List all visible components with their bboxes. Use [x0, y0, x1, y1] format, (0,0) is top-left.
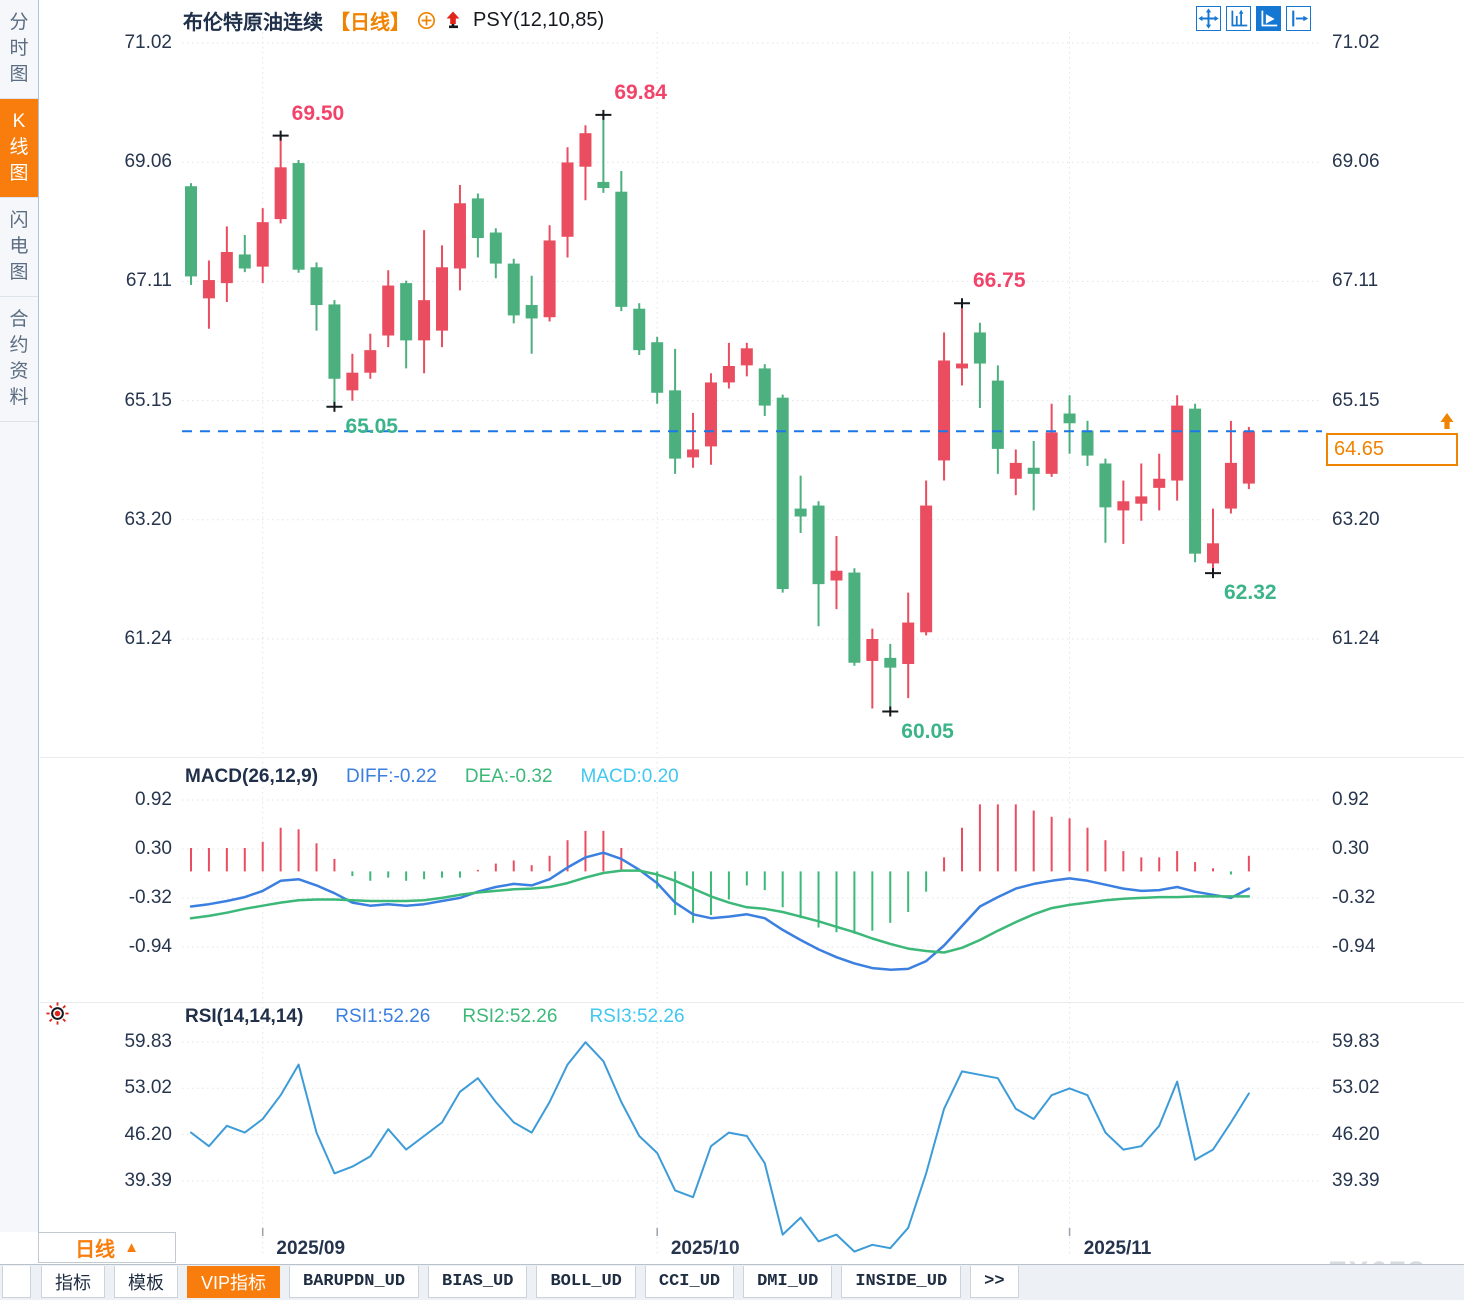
sidebar-item-contract-info[interactable]: 合约资料 [0, 297, 38, 422]
sidebar-item-label: K线图 [9, 111, 29, 184]
price-up-arrow-icon [1437, 411, 1457, 436]
macd-header: MACD(26,12,9) DIFF:-0.22 DEA:-0.32 MACD:… [185, 766, 679, 788]
indicator-label: PSY(12,10,85) [473, 8, 605, 31]
rsi2-value: RSI2:52.26 [462, 1006, 558, 1027]
chart-scale-icon[interactable] [1256, 6, 1281, 31]
sun-indicator-icon[interactable] [45, 1001, 70, 1031]
triangle-up-icon: ▲ [124, 1239, 139, 1256]
period-selector[interactable]: 日线 ▲ [38, 1232, 176, 1263]
crosshair-move-icon[interactable] [1196, 6, 1221, 31]
rsi1-value: RSI1:52.26 [335, 1006, 431, 1027]
tab-indicators[interactable]: 指标 [41, 1266, 105, 1298]
tab-barupdn-ud[interactable]: BARUPDN_UD [289, 1266, 420, 1298]
axis-range-icon[interactable] [1226, 6, 1251, 31]
current-price-value: 64.65 [1334, 438, 1385, 460]
tabbar-spacer [2, 1266, 31, 1298]
macd-title: MACD(26,12,9) [185, 766, 319, 787]
tab-cci-ud[interactable]: CCI_UD [644, 1266, 735, 1298]
sidebar: 分时图 K线图 闪电图 合约资料 [0, 0, 39, 1232]
current-price-box: 64.65 [1326, 433, 1458, 466]
tab-dmi-ud[interactable]: DMI_UD [743, 1266, 833, 1298]
rsi-header: RSI(14,14,14) RSI1:52.26 RSI2:52.26 RSI3… [185, 1006, 685, 1028]
sidebar-item-lightning-chart[interactable]: 闪电图 [0, 198, 38, 297]
symbol-title: 布伦特原油连续 [183, 11, 323, 34]
jump-to-latest-icon[interactable] [1286, 6, 1311, 31]
period-selector-label: 日线 [75, 1239, 116, 1261]
rsi-title: RSI(14,14,14) [185, 1006, 304, 1027]
tab-bias-ud[interactable]: BIAS_UD [428, 1266, 528, 1298]
indicator-tabbar: 指标 模板 VIP指标 BARUPDN_UD BIAS_UD BOLL_UD C… [0, 1264, 1464, 1300]
sidebar-item-label: 分时图 [9, 12, 29, 85]
sidebar-item-kline-chart[interactable]: K线图 [0, 99, 38, 198]
period-label[interactable]: 【日线】 [330, 11, 410, 34]
red-up-arrow-icon [443, 11, 463, 30]
sidebar-item-timeshare-chart[interactable]: 分时图 [0, 0, 38, 99]
chart-toolbar [1196, 6, 1311, 31]
macd-diff-value: DIFF:-0.22 [346, 766, 437, 787]
sidebar-item-label: 合约资料 [9, 309, 29, 408]
tab-more[interactable]: >> [970, 1266, 1019, 1298]
macd-dea-value: DEA:-0.32 [464, 766, 553, 787]
chart-header: 布伦特原油连续 【日线】 PSY(12,10,85) [183, 5, 604, 35]
circle-plus-icon[interactable] [417, 11, 436, 30]
macd-value: MACD:0.20 [580, 766, 679, 787]
tab-inside-ud[interactable]: INSIDE_UD [841, 1266, 962, 1298]
sidebar-item-label: 闪电图 [9, 210, 29, 283]
tab-boll-ud[interactable]: BOLL_UD [536, 1266, 636, 1298]
tab-templates[interactable]: 模板 [114, 1266, 178, 1298]
rsi3-value: RSI3:52.26 [589, 1006, 685, 1027]
tab-vip-indicators[interactable]: VIP指标 [187, 1266, 281, 1298]
